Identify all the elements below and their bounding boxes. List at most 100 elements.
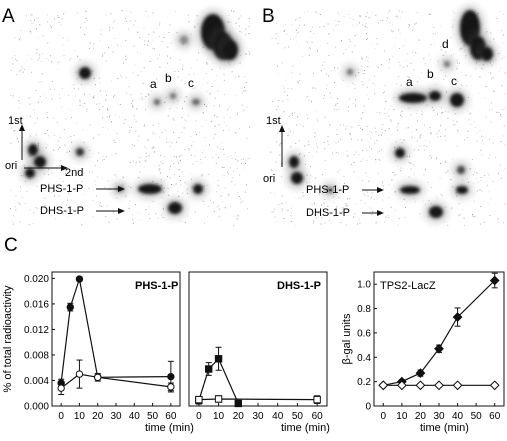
speckle-dot — [228, 14, 230, 16]
speckle-dot — [19, 96, 21, 98]
speckle-dot — [98, 77, 100, 79]
speckle-dot — [416, 110, 418, 111]
speckle-dot — [423, 58, 425, 60]
speckle-dot — [410, 114, 412, 116]
speckle-dot — [105, 91, 106, 93]
speckle-dot — [132, 218, 134, 220]
x-tick-label: 50 — [147, 411, 159, 422]
speckle-dot — [44, 197, 46, 199]
speckle-dot — [124, 119, 126, 121]
speckle-dot — [137, 51, 139, 53]
speckle-dot — [192, 163, 194, 165]
speckle-dot — [10, 115, 12, 117]
speckle-dot — [332, 152, 333, 154]
spot — [28, 144, 38, 156]
speckle-dot — [45, 97, 47, 99]
speckle-dot — [429, 155, 431, 157]
speckle-dot — [167, 62, 169, 64]
speckle-dot — [417, 11, 418, 13]
spot — [138, 184, 162, 194]
speckle-dot — [139, 161, 141, 163]
speckle-dot — [299, 188, 301, 190]
speckle-dot — [187, 14, 189, 16]
speckle-dot — [456, 59, 458, 61]
speckle-dot — [204, 137, 206, 139]
speckle-dot — [82, 129, 84, 131]
panel-b-letter: B — [262, 6, 275, 27]
speckle-dot — [29, 209, 31, 211]
speckle-dot — [202, 112, 204, 114]
speckle-dot — [429, 13, 431, 15]
data-point — [434, 380, 444, 391]
speckle-dot — [54, 190, 56, 192]
speckle-dot — [26, 15, 27, 17]
speckle-dot — [431, 157, 433, 159]
speckle-dot — [495, 15, 497, 17]
speckle-dot — [277, 105, 279, 107]
speckle-dot — [362, 112, 364, 114]
speckle-dot — [440, 69, 442, 71]
speckle-dot — [245, 163, 246, 164]
speckle-dot — [299, 24, 300, 26]
speckle-dot — [184, 221, 186, 223]
speckle-dot — [471, 159, 473, 161]
speckle-dot — [404, 207, 406, 208]
speckle-dot — [202, 149, 204, 151]
speckle-dot — [370, 196, 372, 198]
speckle-dot — [488, 71, 490, 73]
speckle-dot — [362, 158, 364, 160]
speckle-dot — [391, 179, 393, 181]
speckle-dot — [397, 17, 399, 19]
speckle-dot — [272, 14, 274, 16]
speckle-dot — [330, 222, 332, 224]
speckle-dot — [18, 128, 20, 130]
speckle-dot — [328, 143, 330, 145]
speckle-dot — [320, 45, 322, 47]
speckle-dot — [334, 105, 336, 107]
speckle-dot — [184, 83, 186, 85]
speckle-dot — [457, 77, 458, 79]
speckle-dot — [63, 54, 65, 56]
speckle-dot — [359, 127, 361, 129]
speckle-dot — [56, 122, 58, 123]
speckle-dot — [181, 171, 183, 173]
speckle-dot — [77, 12, 78, 14]
speckle-dot — [408, 24, 410, 25]
speckle-dot — [415, 146, 417, 148]
speckle-dot — [179, 169, 181, 171]
speckle-dot — [127, 10, 129, 12]
speckle-dot — [171, 142, 173, 144]
speckle-dot — [143, 67, 145, 69]
speckle-dot — [81, 224, 83, 226]
speckle-dot — [312, 156, 314, 158]
speckle-dot — [91, 171, 93, 173]
speckle-dot — [132, 100, 134, 102]
speckle-dot — [433, 27, 435, 28]
speckle-dot — [480, 177, 482, 178]
speckle-dot — [128, 185, 130, 187]
speckle-dot — [435, 133, 437, 135]
speckle-dot — [106, 116, 108, 118]
speckle-dot — [283, 111, 285, 113]
speckle-dot — [402, 45, 404, 47]
speckle-dot — [42, 35, 44, 37]
speckle-dot — [374, 92, 376, 94]
speckle-dot — [362, 24, 363, 26]
speckle-dot — [415, 23, 417, 25]
speckle-dot — [436, 197, 438, 199]
speckle-dot — [229, 205, 231, 207]
speckle-dot — [236, 192, 238, 193]
speckle-dot — [353, 162, 355, 163]
speckle-dot — [217, 90, 219, 92]
speckle-dot — [308, 152, 310, 154]
speckle-dot — [303, 155, 305, 157]
speckle-dot — [114, 37, 116, 39]
speckle-dot — [275, 16, 277, 18]
speckle-dot — [486, 184, 488, 186]
speckle-dot — [111, 121, 112, 123]
speckle-dot — [430, 133, 432, 135]
speckle-dot — [172, 117, 174, 119]
speckle-dot — [89, 150, 91, 151]
speckle-dot — [228, 129, 230, 131]
speckle-dot — [54, 18, 56, 20]
